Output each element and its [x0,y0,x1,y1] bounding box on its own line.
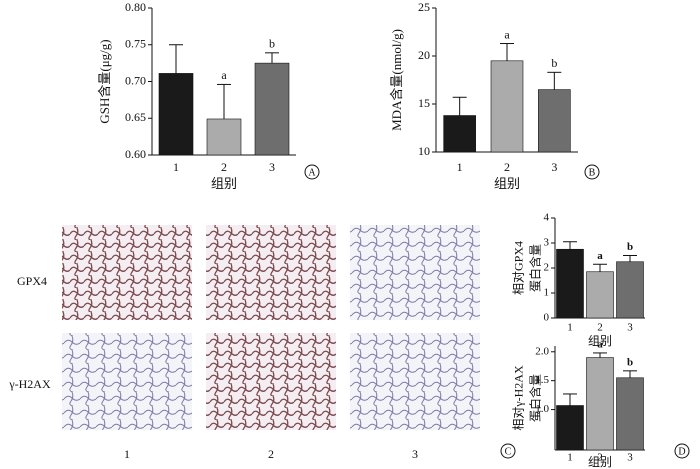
x-tick-label: 1 [457,160,463,174]
micrographs [62,225,480,430]
significance-label: b [627,241,633,253]
y-axis-label: 蛋白含量 [527,374,542,422]
column-label: 3 [412,447,418,461]
y-tick-label: 0.75 [125,37,146,51]
x-axis-label: 组别 [494,176,520,191]
y-tick-label: 2 [544,262,550,274]
panel-circle [500,443,516,459]
panel-label: C [505,446,512,457]
bar [443,115,476,153]
y-axis-label: 相对γ-H2AX [511,365,525,431]
bar [490,60,524,153]
significance-label: a [597,250,603,262]
micrograph [62,333,192,430]
y-axis-label: 蛋白含量 [527,244,542,292]
y-tick-label: 0.60 [125,147,146,161]
panel-label: D [678,446,685,457]
bar [538,89,571,153]
y-tick-label: 1.0 [535,403,549,415]
significance-label: a [221,68,227,82]
y-axis-label: 相对GPX4 [511,241,525,295]
panel-label: B [589,167,596,178]
y-tick-label: 0.65 [125,110,146,124]
micrograph [350,225,480,320]
x-tick-label: 3 [627,322,633,334]
y-tick-label: 3 [544,237,550,249]
row-label: GPX4 [17,274,47,288]
significance-label: a [597,338,603,350]
x-tick-label: 2 [597,452,603,464]
bar [586,271,614,319]
y-axis-label: GSH含量(μg/g) [97,39,112,123]
micrograph [62,225,192,320]
x-axis-label: 组别 [588,334,612,348]
x-tick-label: 2 [221,160,227,174]
y-axis-label: MDA含量(nmol/g) [389,29,404,131]
y-tick-label: 10 [418,144,430,158]
micrograph [350,333,480,430]
x-tick-label: 1 [567,322,573,334]
x-tick-label: 1 [567,452,573,464]
y-tick-label: 15 [418,96,430,110]
y-tick-label: 20 [418,48,430,62]
significance-label: b [627,356,633,368]
y-tick-label: 1 [544,287,550,299]
panel-circle [674,443,690,459]
x-tick-label: 2 [597,322,603,334]
bar [616,377,644,451]
panel-circle [584,164,600,180]
column-label: 1 [124,447,130,461]
micrograph [206,333,336,430]
x-tick-label: 1 [173,160,179,174]
x-tick-label: 2 [504,160,510,174]
y-tick-label: 0 [544,312,550,324]
y-tick-label: 25 [418,0,430,14]
significance-label: a [504,27,510,41]
panel-circle [304,164,320,180]
bar [158,73,194,156]
bar [254,62,290,156]
significance-label: b [269,37,275,51]
x-axis-label: 组别 [211,176,237,191]
column-label: 2 [268,447,274,461]
row-label: γ-H2AX [8,377,51,391]
bar [556,405,584,451]
significance-label: b [551,56,557,70]
panel-label: A [308,167,316,178]
y-tick-label: 1.5 [535,374,549,386]
y-tick-label: 0.70 [125,73,146,87]
y-tick-label: 4 [544,212,550,224]
y-tick-label: 0.80 [125,0,146,14]
bar [556,248,584,319]
x-tick-label: 3 [627,452,633,464]
micrograph [206,225,336,320]
x-tick-label: 3 [551,160,557,174]
panel-labels: A B C D [304,164,690,459]
x-axis-label: 组别 [588,455,612,469]
bar [206,118,242,156]
bar [616,261,644,319]
y-tick-label: 2.0 [535,345,549,357]
bar [586,357,614,451]
x-tick-label: 3 [269,160,275,174]
